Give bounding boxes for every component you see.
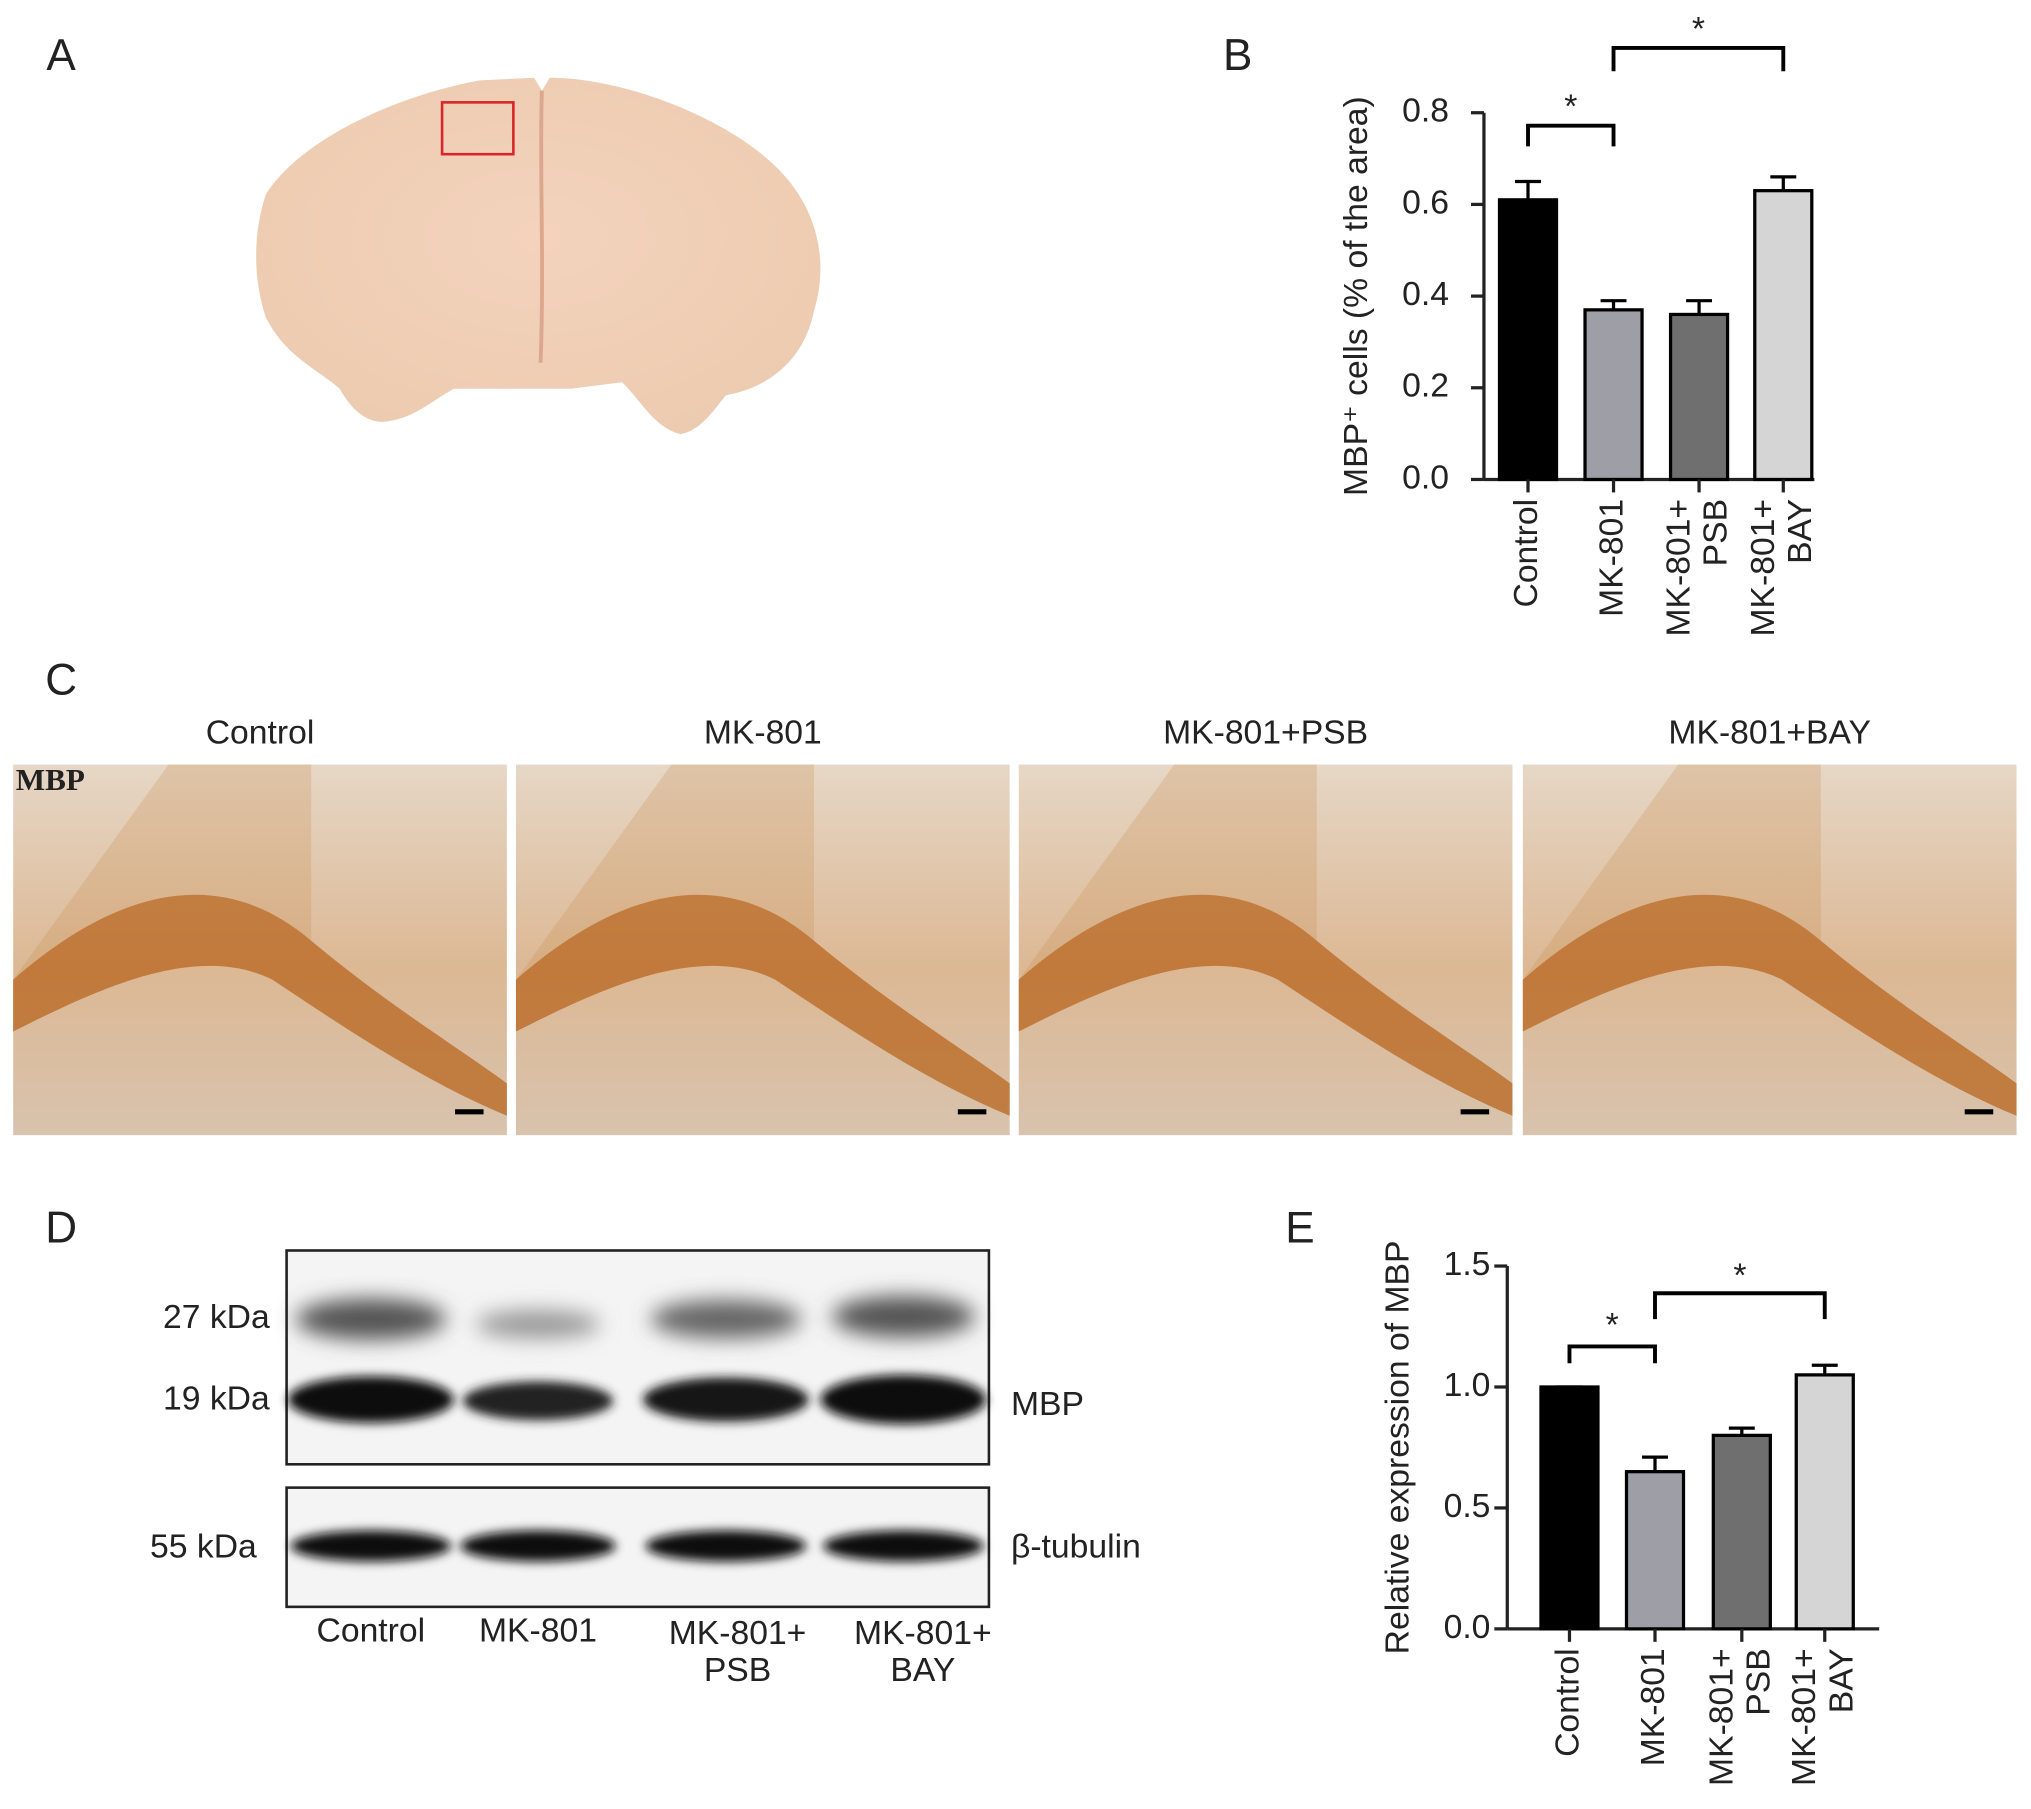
panel-letter: D: [45, 1204, 77, 1253]
y-tick-label: 0.4: [1402, 276, 1449, 313]
bar: [1539, 1385, 1600, 1631]
error-bar: [1600, 299, 1627, 310]
panel-caption: MK-801+BAY: [1668, 715, 1871, 752]
marker-label: 55 kDa: [150, 1528, 257, 1565]
fiber-band: [515, 764, 814, 980]
significance-label: *: [1606, 1307, 1619, 1344]
y-axis-label: MBP⁺ cells (% of the area): [1338, 96, 1375, 496]
lane-label: MK-801+ BAY: [854, 1615, 992, 1689]
marker-label: 19 kDa: [163, 1381, 270, 1418]
bar-chart: 0.0 0.2 0.4 0.6 0.8 MBP⁺ cells (% of the area…: [1338, 11, 1819, 637]
x-tick-label: Control: [1549, 1648, 1586, 1757]
western-blot: 27 kDa 19 kDa 55 kDa MBP β-tubulin Contr…: [150, 1249, 1141, 1689]
lane-label: MK-801+ PSB: [669, 1615, 807, 1689]
error-bar: [1770, 175, 1797, 191]
x-tick-label: MK-801: [1635, 1648, 1672, 1766]
error-bar: [1515, 179, 1541, 200]
bar: [1497, 198, 1559, 482]
panel-caption: MK-801+PSB: [1163, 715, 1368, 752]
lane-label: Control: [317, 1613, 426, 1650]
y-tick-label: 1.5: [1444, 1246, 1491, 1283]
bar: [1624, 1470, 1686, 1631]
stained-band: [1522, 894, 2017, 1116]
fiber-band: [1018, 764, 1317, 980]
y-tick-label: 0.0: [1444, 1609, 1491, 1646]
stain-label: MBP: [16, 762, 85, 797]
bar: [1753, 189, 1814, 482]
x-tick-label: MK-801+PSB: [1660, 499, 1734, 637]
protein-label: β-tubulin: [1011, 1528, 1141, 1565]
bar: [1583, 308, 1644, 482]
protein-label: MBP: [1011, 1386, 1084, 1423]
panel-letter: C: [45, 656, 77, 705]
panel-letter: E: [1285, 1204, 1314, 1253]
panel-caption: Control: [206, 715, 315, 752]
significance-bracket: [1653, 1291, 1827, 1320]
stained-band: [13, 894, 507, 1116]
panel-letter: B: [1223, 31, 1252, 80]
x-tick-label: MK-801+BAY: [1786, 1648, 1860, 1786]
x-tick-label: MK-801: [1593, 499, 1630, 617]
stained-band: [515, 894, 1010, 1116]
panel-caption: MK-801: [704, 715, 822, 752]
x-tick-label: Control: [1508, 499, 1545, 608]
lane-label: MK-801: [479, 1613, 597, 1650]
x-tick-label: MK-801+PSB: [1703, 1648, 1777, 1786]
y-tick-label: 1.0: [1444, 1367, 1491, 1404]
bar-chart: 0.0 0.5 1.0 1.5 Relative expression of MBP Co…: [1380, 1241, 1880, 1786]
y-tick-label: 0.5: [1444, 1488, 1491, 1525]
error-bar: [1728, 1426, 1755, 1436]
error-bar: [1811, 1363, 1838, 1375]
brain-photo: [256, 77, 821, 435]
bar: [1668, 312, 1730, 482]
y-tick-label: 0.8: [1402, 93, 1449, 130]
y-axis-label: Relative expression of MBP: [1380, 1241, 1417, 1655]
error-bar: [1686, 299, 1713, 315]
y-tick-label: 0.2: [1402, 368, 1449, 405]
stained-band: [1018, 894, 1513, 1116]
x-tick-label: MK-801+BAY: [1745, 499, 1819, 637]
fiber-band: [1522, 764, 1821, 980]
y-tick-label: 0.6: [1402, 184, 1449, 221]
y-tick-label: 0.0: [1402, 459, 1449, 496]
marker-label: 27 kDa: [163, 1299, 270, 1336]
bar: [1794, 1373, 1855, 1631]
error-bar: [1642, 1455, 1668, 1472]
bar: [1711, 1433, 1772, 1631]
significance-bracket: [1526, 123, 1616, 147]
panel-letter: A: [46, 31, 76, 80]
significance-label: *: [1692, 11, 1705, 48]
significance-bracket: [1611, 46, 1786, 72]
significance-label: *: [1733, 1258, 1746, 1295]
significance-bracket: [1567, 1344, 1657, 1364]
histology-panels: Control MK-801 MK-801+PSB MK-801+BAY MBP: [13, 715, 2017, 1136]
significance-label: *: [1564, 89, 1577, 126]
fiber-band: [13, 764, 312, 980]
